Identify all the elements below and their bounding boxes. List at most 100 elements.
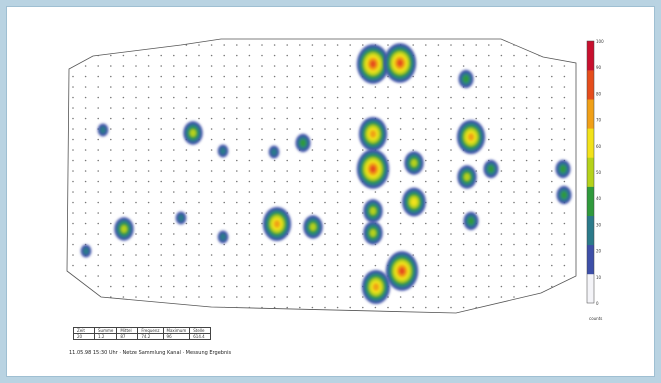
grid-point bbox=[425, 212, 427, 214]
grid-point bbox=[412, 306, 415, 309]
grid-point bbox=[513, 285, 515, 288]
grid-point bbox=[349, 264, 352, 267]
grid-point bbox=[311, 296, 314, 298]
grid-point bbox=[324, 86, 326, 88]
hotspot-contour bbox=[463, 173, 471, 181]
grid-point bbox=[450, 222, 452, 225]
grid-point bbox=[525, 222, 528, 225]
grid-point bbox=[261, 117, 263, 120]
grid-point bbox=[500, 44, 503, 46]
grid-point bbox=[223, 86, 225, 88]
grid-point bbox=[563, 117, 566, 120]
grid-point bbox=[173, 128, 175, 130]
grid-point bbox=[210, 75, 213, 78]
grid-point bbox=[349, 285, 352, 288]
grid-point bbox=[425, 233, 427, 235]
grid-point bbox=[500, 180, 503, 183]
grid-point bbox=[135, 54, 137, 57]
grid-point bbox=[450, 86, 452, 88]
grid-point bbox=[324, 296, 326, 298]
grid-point bbox=[135, 296, 137, 298]
grid-point bbox=[223, 138, 225, 141]
grid-point bbox=[223, 180, 225, 183]
grid-point bbox=[488, 75, 490, 78]
grid-point bbox=[349, 159, 352, 162]
grid-point bbox=[286, 191, 289, 193]
grid-point bbox=[72, 233, 74, 235]
grid-point bbox=[198, 107, 200, 109]
hotspot-contour bbox=[410, 198, 418, 206]
hotspot bbox=[404, 151, 424, 175]
grid-point bbox=[349, 306, 352, 309]
grid-point bbox=[198, 233, 200, 235]
grid-point bbox=[563, 306, 566, 309]
grid-point bbox=[160, 222, 162, 225]
grid-point bbox=[210, 180, 213, 183]
grid-point bbox=[299, 117, 301, 120]
colorbar-unit-label: counts bbox=[589, 316, 602, 321]
grid-point bbox=[261, 243, 263, 246]
grid-point bbox=[551, 254, 553, 256]
grid-point bbox=[412, 128, 415, 130]
grid-point bbox=[160, 86, 162, 88]
grid-point bbox=[273, 275, 276, 277]
stats-value-cell: 614.4 bbox=[189, 333, 212, 340]
grid-point bbox=[500, 264, 503, 267]
grid-point bbox=[349, 222, 352, 225]
hotspot-contour bbox=[82, 247, 90, 255]
grid-point bbox=[135, 149, 137, 151]
grid-point bbox=[173, 54, 175, 57]
grid-point bbox=[324, 201, 326, 204]
grid-point bbox=[349, 117, 352, 120]
grid-point bbox=[110, 233, 112, 235]
grid-point bbox=[110, 243, 112, 246]
grid-point bbox=[362, 201, 364, 204]
grid-point bbox=[110, 296, 112, 298]
grid-point bbox=[349, 107, 352, 109]
grid-point bbox=[286, 86, 289, 88]
hotspot bbox=[80, 244, 92, 258]
grid-point bbox=[160, 54, 162, 57]
grid-point bbox=[324, 44, 326, 46]
grid-point bbox=[551, 243, 553, 246]
grid-point bbox=[450, 149, 452, 151]
grid-point bbox=[387, 243, 389, 246]
grid-point bbox=[135, 180, 137, 183]
grid-point bbox=[135, 65, 137, 67]
hotspot-contour bbox=[560, 191, 568, 199]
grid-point bbox=[72, 243, 74, 246]
colorbar-tick-label: 10 bbox=[596, 275, 602, 280]
grid-point bbox=[122, 159, 125, 162]
grid-point bbox=[160, 44, 162, 46]
grid-point bbox=[488, 138, 490, 141]
grid-point bbox=[210, 285, 213, 288]
grid-point bbox=[135, 86, 137, 88]
grid-point bbox=[412, 285, 415, 288]
grid-point bbox=[147, 222, 150, 225]
grid-point bbox=[488, 107, 490, 109]
grid-point bbox=[324, 212, 326, 214]
grid-point bbox=[147, 212, 150, 214]
grid-point bbox=[223, 44, 225, 46]
grid-point bbox=[97, 285, 99, 288]
grid-point bbox=[336, 138, 339, 141]
grid-point bbox=[185, 275, 188, 277]
grid-point bbox=[349, 243, 352, 246]
grid-point bbox=[563, 275, 566, 277]
colorbar-tick-label: 20 bbox=[596, 249, 602, 254]
grid-point bbox=[462, 296, 465, 298]
grid-point bbox=[160, 275, 162, 277]
grid-point bbox=[97, 233, 99, 235]
grid-point bbox=[538, 170, 540, 172]
grid-point bbox=[336, 44, 339, 46]
grid-point bbox=[147, 285, 150, 288]
hotspot bbox=[97, 123, 109, 137]
grid-point bbox=[210, 191, 213, 193]
grid-point bbox=[210, 44, 213, 46]
grid-point bbox=[173, 117, 175, 120]
grid-point bbox=[110, 170, 112, 172]
grid-point bbox=[84, 180, 87, 183]
grid-point bbox=[462, 65, 465, 67]
grid-point bbox=[500, 159, 503, 162]
grid-point bbox=[336, 96, 339, 99]
